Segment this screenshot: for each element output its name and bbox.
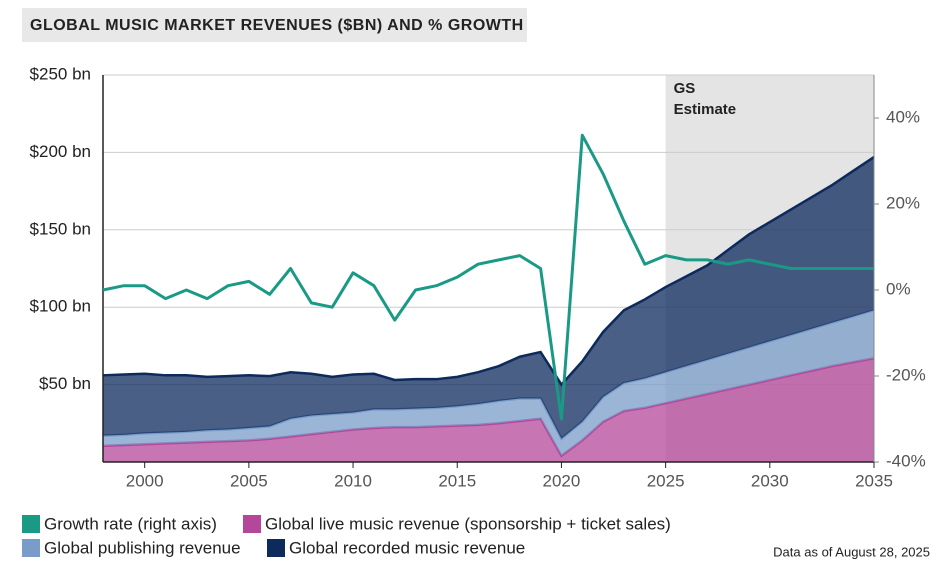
y-tick-label: $150 bn — [30, 219, 91, 238]
legend-swatch — [243, 515, 261, 533]
legend-label: Growth rate (right axis) — [44, 514, 217, 533]
x-tick-label: 2000 — [126, 471, 164, 490]
legend-label: Global recorded music revenue — [289, 538, 525, 557]
x-tick-label: 2035 — [855, 471, 893, 490]
x-tick-label: 2030 — [751, 471, 789, 490]
legend-label: Global publishing revenue — [44, 538, 241, 557]
area — [103, 157, 874, 439]
y2-tick-label: 20% — [886, 193, 920, 212]
note: Data as of August 28, 2025 — [773, 544, 930, 559]
y-tick-label: $50 bn — [39, 374, 91, 393]
x-tick-label: 2005 — [230, 471, 268, 490]
y-tick-label: $200 bn — [30, 142, 91, 161]
y2-tick-label: 0% — [886, 279, 911, 298]
y2-tick-label: -20% — [886, 365, 926, 384]
x-tick-label: 2015 — [438, 471, 476, 490]
x-tick-label: 2025 — [647, 471, 685, 490]
chart-title: GLOBAL MUSIC MARKET REVENUES ($BN) AND %… — [30, 17, 524, 34]
legend-swatch — [22, 515, 40, 533]
y-tick-label: $100 bn — [30, 297, 91, 316]
y2-tick-label: 40% — [886, 107, 920, 126]
line — [102, 133, 874, 421]
area-edge — [102, 156, 875, 387]
x-tick-label: 2010 — [334, 471, 372, 490]
legend-swatch — [267, 539, 285, 557]
y-tick-label: $250 bn — [30, 64, 91, 83]
x-tick-label: 2020 — [543, 471, 581, 490]
legend-label: Global live music revenue (sponsorship +… — [265, 514, 671, 533]
area — [103, 310, 874, 456]
legend-swatch — [22, 539, 40, 557]
y2-tick-label: -40% — [886, 451, 926, 470]
title-box — [22, 8, 527, 42]
estimate-label: GS — [674, 80, 696, 97]
estimate-label: Estimate — [674, 101, 737, 118]
